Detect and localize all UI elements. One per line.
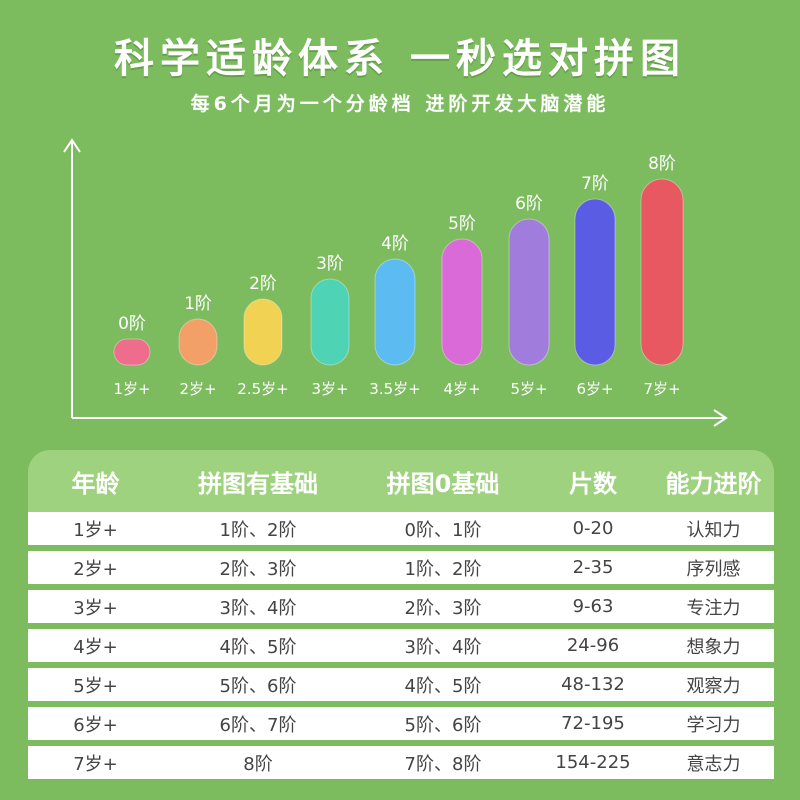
cell-zero-basis: 3阶、4阶 bbox=[404, 636, 482, 658]
x-tick-label: 2岁+ bbox=[179, 380, 216, 398]
cell-ability: 意志力 bbox=[686, 753, 741, 775]
x-axis-arrow bbox=[713, 409, 728, 427]
cell-age: 6岁+ bbox=[73, 714, 118, 736]
table-row: 7岁+ 8阶 7阶、8阶 154-225 意志力 bbox=[28, 746, 774, 779]
x-tick-label: 5岁+ bbox=[510, 380, 547, 398]
bar-1 bbox=[178, 318, 218, 366]
cell-ability: 认知力 bbox=[686, 519, 741, 541]
cell-age: 4岁+ bbox=[73, 636, 118, 658]
bar-6 bbox=[508, 218, 550, 366]
bar-data-label: 4阶 bbox=[381, 234, 409, 254]
cell-zero-basis: 7阶、8阶 bbox=[404, 753, 482, 775]
bar-7 bbox=[574, 198, 616, 366]
table-row: 5岁+ 5阶、6阶 4阶、5阶 48-132 观察力 bbox=[28, 668, 774, 701]
bar-5 bbox=[441, 238, 483, 366]
bar-2 bbox=[243, 298, 283, 366]
table-row: 6岁+ 6阶、7阶 5阶、6阶 72-195 学习力 bbox=[28, 707, 774, 740]
x-tick-label: 7岁+ bbox=[643, 380, 680, 398]
bar-data-label: 8阶 bbox=[648, 154, 676, 174]
cell-age: 7岁+ bbox=[73, 753, 118, 775]
cell-with-basis: 6阶、7阶 bbox=[219, 714, 297, 736]
x-tick-label: 2.5岁+ bbox=[237, 380, 288, 398]
cell-with-basis: 2阶、3阶 bbox=[219, 558, 297, 580]
bar-3 bbox=[310, 278, 350, 366]
cell-pieces: 24-96 bbox=[566, 635, 620, 656]
header-zero-basis: 拼图0基础 bbox=[386, 469, 500, 498]
page-title: 科学适龄体系 一秒选对拼图 bbox=[114, 36, 686, 82]
x-tick-label: 6岁+ bbox=[576, 380, 613, 398]
bar-8 bbox=[640, 178, 684, 366]
bar-data-label: 7阶 bbox=[581, 174, 609, 194]
cell-ability: 观察力 bbox=[686, 675, 741, 697]
bar-data-label: 1阶 bbox=[184, 294, 212, 314]
table-row: 1岁+ 1阶、2阶 0阶、1阶 0-20 认知力 bbox=[28, 512, 774, 545]
x-tick-label: 1岁+ bbox=[113, 380, 150, 398]
bar-data-label: 5阶 bbox=[448, 214, 476, 234]
cell-ability: 想象力 bbox=[686, 636, 741, 658]
header-age: 年龄 bbox=[71, 469, 120, 498]
cell-with-basis: 3阶、4阶 bbox=[219, 597, 297, 619]
y-axis-arrow bbox=[63, 138, 81, 153]
cell-age: 2岁+ bbox=[73, 558, 118, 580]
cell-zero-basis: 0阶、1阶 bbox=[404, 519, 482, 541]
bar-0 bbox=[113, 338, 151, 366]
x-tick-label: 3岁+ bbox=[311, 380, 348, 398]
cell-age: 1岁+ bbox=[73, 519, 118, 541]
cell-zero-basis: 2阶、3阶 bbox=[404, 597, 482, 619]
x-tick-label: 3.5岁+ bbox=[369, 380, 420, 398]
cell-age: 5岁+ bbox=[73, 675, 118, 697]
cell-pieces: 9-63 bbox=[572, 596, 614, 617]
axes bbox=[63, 138, 728, 427]
table-header: 年龄 拼图有基础 拼图0基础 片数 能力进阶 bbox=[28, 450, 774, 512]
bar-data-label: 2阶 bbox=[249, 274, 277, 294]
cell-with-basis: 5阶、6阶 bbox=[219, 675, 297, 697]
cell-pieces: 48-132 bbox=[561, 674, 625, 695]
cell-pieces: 0-20 bbox=[572, 518, 614, 539]
cell-pieces: 154-225 bbox=[555, 752, 631, 773]
cell-zero-basis: 4阶、5阶 bbox=[404, 675, 482, 697]
cell-with-basis: 4阶、5阶 bbox=[219, 636, 297, 658]
age-level-table: 年龄 拼图有基础 拼图0基础 片数 能力进阶 1岁+ 1阶、2阶 0阶、1阶 0-20… bbox=[28, 450, 774, 779]
cell-zero-basis: 1阶、2阶 bbox=[404, 558, 482, 580]
cell-pieces: 72-195 bbox=[561, 713, 625, 734]
cell-ability: 学习力 bbox=[686, 714, 741, 736]
level-bar-chart: 0阶 1岁+ 1阶 2岁+ 2阶 2.5岁+ 3阶 3岁+ 4阶 3.5岁+ 5阶 4岁+ 6阶 5岁+ 7… bbox=[63, 138, 728, 427]
cell-pieces: 2-35 bbox=[572, 557, 614, 578]
x-tick-label: 4岁+ bbox=[443, 380, 480, 398]
table-row: 3岁+ 3阶、4阶 2阶、3阶 9-63 专注力 bbox=[28, 590, 774, 623]
cell-ability: 专注力 bbox=[686, 597, 741, 619]
table-row: 2岁+ 2阶、3阶 1阶、2阶 2-35 序列感 bbox=[28, 551, 774, 584]
cell-ability: 序列感 bbox=[686, 558, 741, 580]
bar-data-label: 3阶 bbox=[316, 254, 344, 274]
header-ability: 能力进阶 bbox=[665, 469, 762, 498]
cell-with-basis: 1阶、2阶 bbox=[219, 519, 297, 541]
cell-zero-basis: 5阶、6阶 bbox=[404, 714, 482, 736]
table-row: 4岁+ 4阶、5阶 3阶、4阶 24-96 想象力 bbox=[28, 629, 774, 662]
page-subtitle: 每6个月为一个分龄档 进阶开发大脑潜能 bbox=[190, 93, 610, 115]
cell-age: 3岁+ bbox=[73, 597, 118, 619]
bar-4 bbox=[374, 258, 416, 366]
header-with-basis: 拼图有基础 bbox=[198, 469, 318, 498]
header-pieces: 片数 bbox=[569, 469, 617, 498]
cell-with-basis: 8阶 bbox=[243, 753, 273, 775]
bar-data-label: 6阶 bbox=[515, 194, 543, 214]
table-body: 1岁+ 1阶、2阶 0阶、1阶 0-20 认知力 2岁+ 2阶、3阶 1阶、2阶 2-35 序列感… bbox=[28, 512, 774, 779]
bar-data-label: 0阶 bbox=[118, 314, 146, 334]
